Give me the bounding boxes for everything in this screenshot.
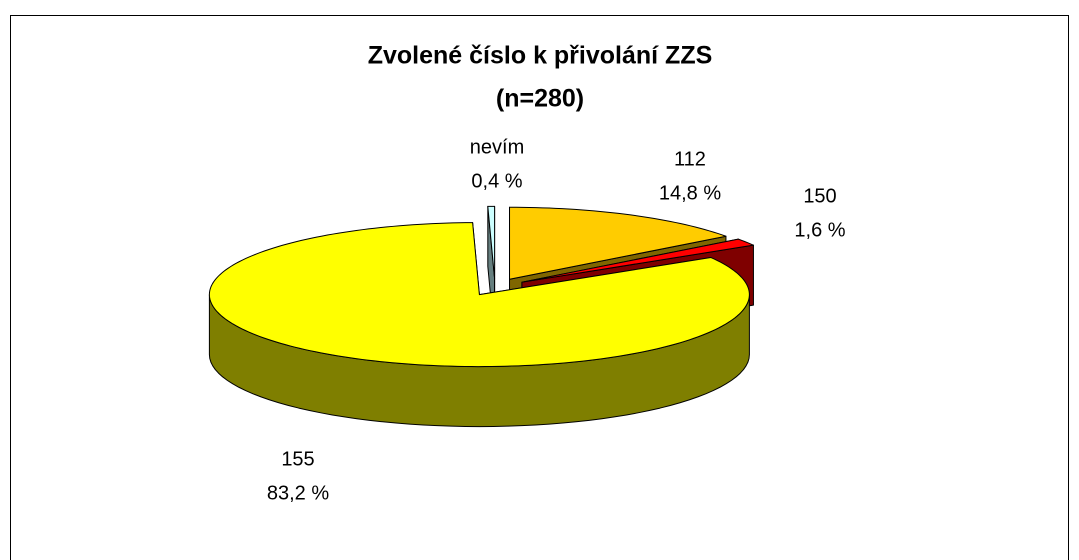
slice-category-label: 150	[803, 185, 836, 207]
slice-value-label: 0,4 %	[471, 170, 522, 192]
slice-top	[487, 205, 496, 279]
slice-category-label: 155	[281, 448, 314, 470]
slice-top	[521, 238, 754, 283]
slice-top	[208, 222, 750, 368]
slice-category-label: 112	[674, 148, 706, 170]
slice-value-label: 1,6 %	[794, 219, 845, 241]
slice-category-label: nevím	[470, 136, 524, 158]
slice-value-label: 14,8 %	[659, 182, 721, 204]
chart-title: Zvolené číslo k přivolání ZZS	[368, 42, 713, 70]
slice-value-label: 83,2 %	[267, 482, 329, 504]
slice	[208, 222, 750, 428]
chart-subtitle: (n=280)	[496, 85, 584, 113]
slice-top	[509, 206, 727, 280]
